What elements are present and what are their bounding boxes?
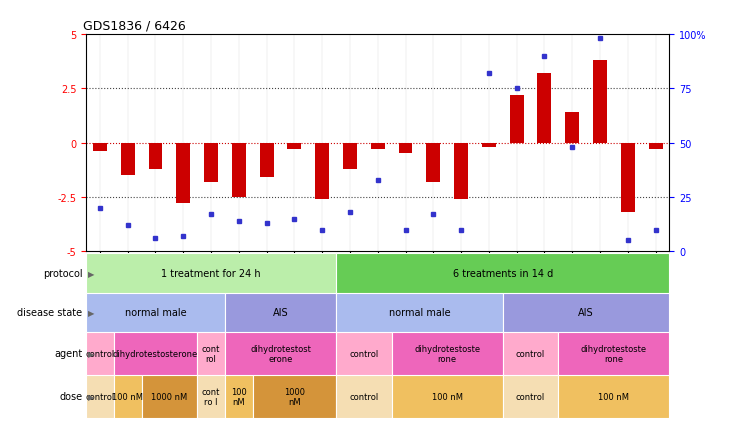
Bar — [141, 375, 197, 418]
Text: control: control — [349, 392, 378, 401]
Text: control: control — [85, 392, 114, 401]
Text: agent: agent — [54, 349, 82, 358]
Bar — [315, 143, 329, 200]
Text: dihydrotestoste
rone: dihydrotestoste rone — [414, 344, 480, 363]
Bar — [336, 332, 392, 375]
Text: dihydrotestosterone: dihydrotestosterone — [113, 349, 198, 358]
Bar — [225, 375, 253, 418]
Bar — [177, 143, 190, 204]
Text: cont
ro l: cont ro l — [202, 387, 220, 406]
Text: 1000
nM: 1000 nM — [284, 387, 305, 406]
Bar — [503, 293, 669, 332]
Text: ▶: ▶ — [88, 349, 94, 358]
Text: control: control — [349, 349, 378, 358]
Bar — [454, 143, 468, 200]
Text: normal male: normal male — [389, 308, 450, 317]
Bar — [558, 375, 669, 418]
Bar — [392, 375, 503, 418]
Bar — [371, 143, 384, 150]
Bar — [593, 61, 607, 143]
Bar — [503, 375, 558, 418]
Bar — [86, 375, 114, 418]
Text: disease state: disease state — [17, 308, 82, 317]
Bar — [399, 143, 412, 154]
Bar — [225, 293, 336, 332]
Bar — [649, 143, 663, 150]
Bar — [260, 143, 274, 178]
Text: 100 nM: 100 nM — [432, 392, 463, 401]
Bar — [565, 113, 579, 143]
Bar — [621, 143, 635, 213]
Bar — [343, 143, 357, 169]
Bar — [114, 332, 197, 375]
Bar — [225, 332, 336, 375]
Bar — [232, 143, 246, 197]
Text: dose: dose — [59, 391, 82, 401]
Bar — [336, 254, 669, 293]
Text: GDS1836 / 6426: GDS1836 / 6426 — [83, 19, 186, 32]
Bar — [114, 375, 141, 418]
Bar — [287, 143, 301, 150]
Text: dihydrotestost
erone: dihydrotestost erone — [250, 344, 311, 363]
Bar — [336, 375, 392, 418]
Text: dihydrotestoste
rone: dihydrotestoste rone — [581, 344, 647, 363]
Text: ▶: ▶ — [88, 269, 94, 278]
Text: 100 nM: 100 nM — [598, 392, 629, 401]
Text: 1000 nM: 1000 nM — [151, 392, 188, 401]
Text: cont
rol: cont rol — [202, 344, 220, 363]
Bar — [86, 332, 114, 375]
Bar — [149, 143, 162, 169]
Bar — [426, 143, 441, 182]
Bar — [503, 332, 558, 375]
Bar — [253, 375, 336, 418]
Bar — [197, 375, 225, 418]
Text: control: control — [516, 392, 545, 401]
Text: normal male: normal male — [125, 308, 186, 317]
Bar — [392, 332, 503, 375]
Bar — [538, 74, 551, 143]
Text: 6 treatments in 14 d: 6 treatments in 14 d — [453, 269, 553, 278]
Text: control: control — [516, 349, 545, 358]
Bar — [197, 332, 225, 375]
Bar — [482, 143, 496, 148]
Text: ▶: ▶ — [88, 308, 94, 317]
Text: ▶: ▶ — [88, 392, 94, 401]
Text: AIS: AIS — [273, 308, 288, 317]
Bar — [204, 143, 218, 182]
Bar — [93, 143, 107, 152]
Text: 100 nM: 100 nM — [112, 392, 143, 401]
Bar — [86, 254, 336, 293]
Bar — [558, 332, 669, 375]
Bar — [120, 143, 135, 176]
Bar — [86, 293, 225, 332]
Text: protocol: protocol — [43, 269, 82, 278]
Text: 100
nM: 100 nM — [231, 387, 247, 406]
Bar — [509, 95, 524, 143]
Bar — [336, 293, 503, 332]
Text: AIS: AIS — [578, 308, 594, 317]
Text: 1 treatment for 24 h: 1 treatment for 24 h — [162, 269, 261, 278]
Text: control: control — [85, 349, 114, 358]
